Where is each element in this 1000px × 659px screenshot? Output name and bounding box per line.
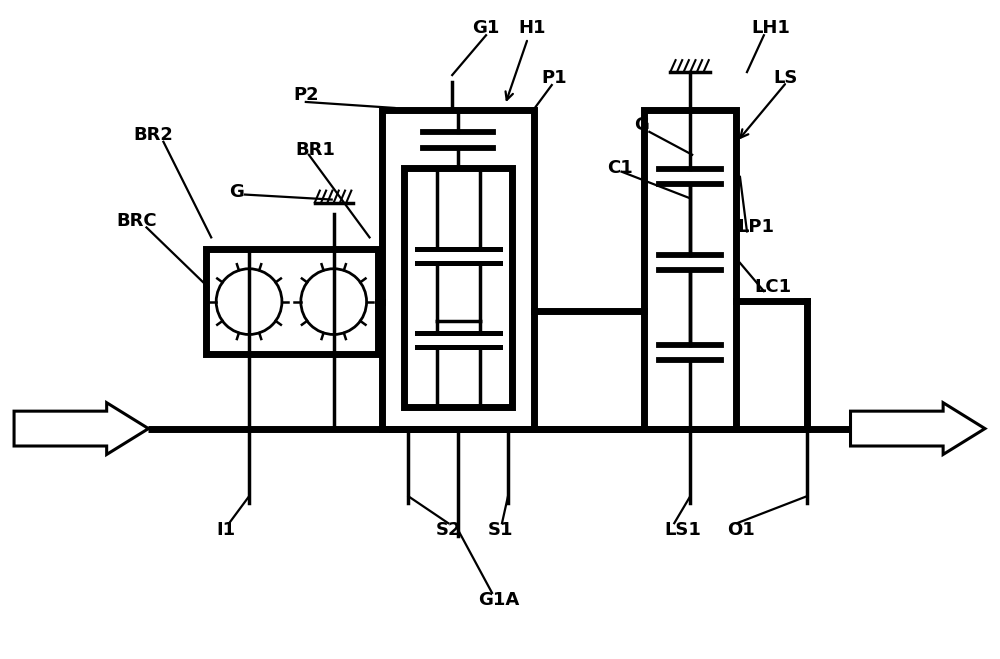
Text: G: G bbox=[634, 116, 649, 134]
Text: O1: O1 bbox=[727, 521, 755, 539]
FancyArrow shape bbox=[14, 403, 148, 455]
Text: S2: S2 bbox=[435, 521, 461, 539]
Bar bbox=[404, 167, 512, 407]
Text: G: G bbox=[229, 183, 244, 200]
Text: LP1: LP1 bbox=[737, 218, 774, 237]
Text: LS1: LS1 bbox=[664, 521, 701, 539]
Text: LH1: LH1 bbox=[751, 19, 790, 38]
Text: I1: I1 bbox=[216, 521, 235, 539]
Text: G1: G1 bbox=[472, 19, 499, 38]
Text: BR1: BR1 bbox=[296, 141, 336, 159]
Bar bbox=[382, 110, 534, 428]
Text: LC1: LC1 bbox=[754, 278, 791, 296]
FancyArrow shape bbox=[851, 403, 985, 455]
Text: C1: C1 bbox=[608, 159, 633, 177]
Text: P1: P1 bbox=[542, 69, 567, 87]
Text: S1: S1 bbox=[488, 521, 514, 539]
Bar bbox=[206, 249, 378, 354]
Bar bbox=[644, 110, 736, 428]
Text: LS: LS bbox=[774, 69, 798, 87]
Text: P2: P2 bbox=[293, 86, 319, 104]
Text: G1A: G1A bbox=[478, 591, 519, 609]
Text: BR2: BR2 bbox=[134, 126, 173, 144]
Text: BRC: BRC bbox=[117, 212, 157, 231]
Text: H1: H1 bbox=[518, 19, 545, 38]
